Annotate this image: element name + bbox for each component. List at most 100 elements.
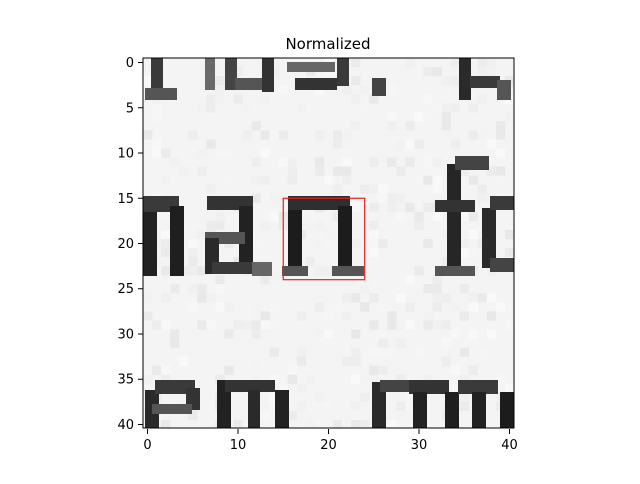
noise-cell bbox=[378, 338, 388, 348]
noise-cell bbox=[405, 392, 415, 403]
noise-cell bbox=[287, 166, 298, 176]
noise-cell bbox=[269, 67, 279, 77]
noise-cell bbox=[197, 293, 207, 303]
noise-cell bbox=[477, 94, 488, 104]
noise-cell bbox=[423, 202, 433, 213]
noise-cell bbox=[405, 157, 415, 167]
noise-cell bbox=[161, 175, 171, 185]
noise-cell bbox=[378, 302, 388, 312]
noise-cell bbox=[396, 193, 406, 203]
noise-cell bbox=[495, 175, 506, 185]
noise-cell bbox=[215, 94, 225, 104]
noise-cell bbox=[278, 130, 288, 140]
noise-cell bbox=[486, 311, 497, 321]
noise-cell bbox=[486, 58, 497, 68]
noise-cell bbox=[260, 311, 270, 321]
noise-cell bbox=[323, 401, 334, 412]
noise-cell bbox=[170, 338, 180, 348]
noise-cell bbox=[215, 284, 225, 294]
noise-cell bbox=[242, 320, 252, 330]
noise-cell bbox=[161, 248, 171, 258]
noise-cell bbox=[414, 347, 424, 357]
noise-cell bbox=[152, 139, 162, 149]
noise-cell bbox=[314, 392, 325, 403]
noise-cell bbox=[495, 148, 506, 158]
y-tick-label: 40 bbox=[117, 418, 134, 433]
noise-cell bbox=[468, 293, 479, 303]
noise-cell bbox=[351, 374, 361, 384]
noise-cell bbox=[459, 347, 469, 357]
noise-cell bbox=[495, 374, 506, 384]
noise-cell bbox=[197, 229, 207, 240]
noise-cell bbox=[351, 202, 361, 213]
noise-cell bbox=[296, 356, 307, 366]
noise-cell bbox=[233, 257, 243, 267]
noise-cell bbox=[152, 320, 162, 330]
noise-cell bbox=[323, 175, 334, 185]
noise-cell bbox=[369, 365, 379, 375]
noise-cell bbox=[161, 211, 171, 222]
noise-cell bbox=[333, 85, 343, 95]
noise-cell bbox=[369, 202, 379, 213]
noise-cell bbox=[495, 130, 506, 140]
noise-cell bbox=[269, 130, 279, 140]
noise-cell bbox=[468, 103, 479, 113]
noise-cell bbox=[233, 320, 243, 330]
noise-cell bbox=[459, 248, 469, 258]
noise-cell bbox=[260, 94, 270, 104]
highlight-box bbox=[282, 197, 366, 281]
noise-cell bbox=[296, 401, 307, 412]
noise-cell bbox=[468, 166, 479, 176]
noise-cell bbox=[161, 293, 171, 303]
noise-cell bbox=[323, 229, 334, 240]
noise-cell bbox=[342, 157, 352, 167]
noise-cell bbox=[432, 293, 442, 303]
noise-cell bbox=[161, 148, 171, 158]
noise-cell bbox=[197, 320, 207, 330]
noise-cell bbox=[188, 257, 198, 267]
x-tick-label: 0 bbox=[143, 438, 151, 453]
noise-cell bbox=[206, 139, 216, 149]
noise-cell bbox=[242, 130, 252, 140]
noise-cell bbox=[152, 112, 162, 122]
noise-cell bbox=[342, 356, 352, 366]
noise-cell bbox=[251, 329, 261, 339]
noise-cell bbox=[477, 130, 488, 140]
noise-cell bbox=[188, 284, 198, 294]
noise-cell bbox=[314, 130, 325, 140]
noise-cell bbox=[342, 85, 352, 95]
noise-cell bbox=[351, 356, 361, 366]
noise-cell bbox=[314, 166, 325, 176]
noise-cell bbox=[206, 293, 216, 303]
noise-cell bbox=[369, 248, 379, 258]
noise-cell bbox=[269, 275, 279, 285]
noise-cell bbox=[333, 238, 343, 249]
noise-cell bbox=[342, 139, 352, 149]
noise-cell bbox=[378, 365, 388, 375]
noise-cell bbox=[161, 238, 171, 249]
noise-cell bbox=[387, 410, 397, 421]
noise-cell bbox=[405, 320, 415, 330]
noise-cell bbox=[360, 302, 370, 312]
noise-cell bbox=[251, 175, 261, 185]
noise-cell bbox=[387, 85, 397, 95]
noise-cell bbox=[414, 112, 424, 122]
noise-cell bbox=[396, 401, 406, 412]
noise-cell bbox=[477, 184, 488, 194]
noise-cell bbox=[287, 374, 298, 384]
noise-cell bbox=[369, 220, 379, 231]
noise-cell bbox=[143, 374, 153, 384]
noise-cell bbox=[161, 220, 171, 231]
noise-cell bbox=[260, 401, 270, 412]
noise-cell bbox=[387, 157, 397, 167]
noise-cell bbox=[314, 238, 325, 249]
noise-cell bbox=[369, 229, 379, 240]
noise-cell bbox=[333, 211, 343, 222]
noise-cell bbox=[224, 365, 234, 375]
noise-cell bbox=[251, 238, 261, 249]
noise-cell bbox=[251, 193, 261, 203]
noise-cell bbox=[414, 211, 424, 222]
noise-cell bbox=[432, 211, 442, 222]
noise-cell bbox=[278, 383, 288, 394]
